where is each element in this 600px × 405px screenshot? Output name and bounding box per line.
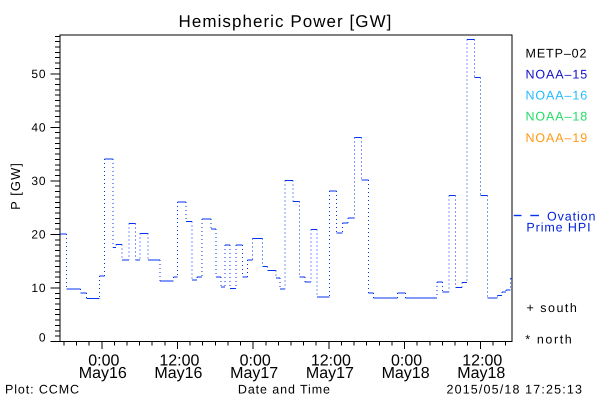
svg-text:NOAA–19: NOAA–19 <box>526 131 589 145</box>
svg-text:40: 40 <box>31 120 46 134</box>
svg-text:Plot: CCMC: Plot: CCMC <box>5 383 80 397</box>
svg-text:Date and Time: Date and Time <box>238 383 331 397</box>
svg-text:20: 20 <box>31 227 46 241</box>
svg-text:30: 30 <box>31 174 46 188</box>
svg-text:0:00: 0:00 <box>88 353 119 370</box>
svg-text:NOAA–18: NOAA–18 <box>526 110 589 124</box>
svg-text:10: 10 <box>31 281 46 295</box>
svg-text:Ovation: Ovation <box>547 210 596 224</box>
svg-text:50: 50 <box>31 67 46 81</box>
svg-text:May18: May18 <box>382 365 430 382</box>
svg-text:May16: May16 <box>79 365 127 382</box>
svg-text:NOAA–15: NOAA–15 <box>526 68 589 82</box>
svg-text:May17: May17 <box>306 365 354 382</box>
svg-text:0: 0 <box>39 330 47 344</box>
svg-text:METP–02: METP–02 <box>526 47 588 61</box>
svg-text:+ south: + south <box>527 301 579 315</box>
svg-text:Hemispheric Power [GW]: Hemispheric Power [GW] <box>179 12 393 31</box>
svg-text:12:00: 12:00 <box>462 353 502 370</box>
svg-text:Prime HPI: Prime HPI <box>526 221 591 235</box>
svg-text:P [GW]: P [GW] <box>8 162 23 210</box>
svg-text:May16: May16 <box>154 365 202 382</box>
svg-text:May17: May17 <box>230 365 278 382</box>
svg-text:2015/05/18 17:25:13: 2015/05/18 17:25:13 <box>447 383 584 397</box>
svg-text:May18: May18 <box>457 365 505 382</box>
svg-text:12:00: 12:00 <box>311 353 351 370</box>
svg-text:0:00: 0:00 <box>391 353 422 370</box>
svg-text:0:00: 0:00 <box>240 353 271 370</box>
svg-text:* north: * north <box>525 333 573 347</box>
svg-text:NOAA–16: NOAA–16 <box>526 89 589 103</box>
svg-text:12:00: 12:00 <box>159 353 199 370</box>
